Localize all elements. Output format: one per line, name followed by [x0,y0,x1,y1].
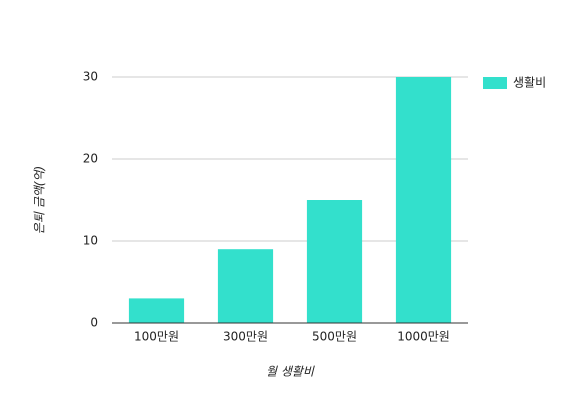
x-tick-label: 100만원 [134,330,179,344]
x-tick-label: 1000만원 [397,330,450,344]
y-axis-title: 은퇴 금액(억) [33,166,47,234]
bar [217,249,274,323]
x-axis-title: 월 생활비 [266,365,315,379]
y-tick-label: 10 [83,234,98,248]
y-tick-label: 20 [83,152,98,166]
x-tick-label: 500만원 [312,330,357,344]
y-tick-label: 0 [90,316,98,330]
bar [395,77,452,323]
x-tick-label: 300만원 [223,330,268,344]
legend-swatch [483,77,507,89]
bar [306,200,363,323]
legend-label: 생활비 [513,76,546,90]
y-tick-label: 30 [83,70,98,84]
bar [128,298,185,323]
